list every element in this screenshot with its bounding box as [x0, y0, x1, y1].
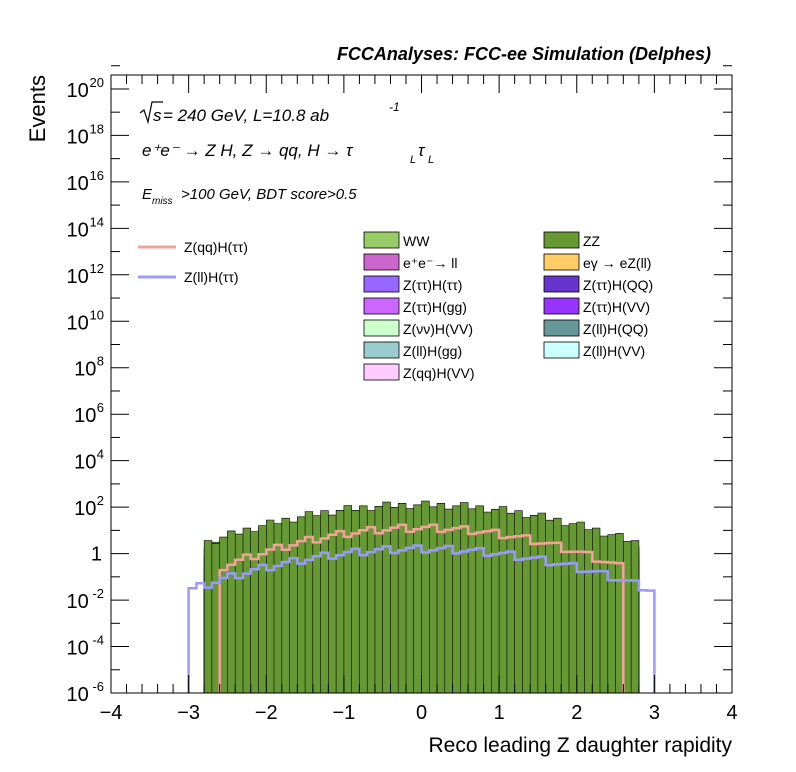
annotation-selection: E miss >100 GeV, BDT score>0.5 [142, 186, 357, 207]
signal-curve [187, 544, 656, 693]
legend-swatch [543, 341, 580, 359]
y-tick-label-exp: -6 [92, 679, 104, 694]
x-tick-label: −3 [177, 702, 200, 724]
y-tick-label: 10 [67, 219, 89, 241]
legend-label: Z(ττ)H(gg) [403, 299, 467, 315]
legend-swatch [363, 319, 400, 337]
legend-swatch [543, 275, 580, 293]
svg-text:L: L [428, 154, 434, 166]
y-tick-label: 10 [74, 405, 96, 427]
svg-text:= 240 GeV, L=10.8 ab: = 240 GeV, L=10.8 ab [163, 106, 329, 125]
legend-label: WW [403, 233, 430, 249]
y-tick-label: 10 [67, 684, 89, 706]
svg-text:e⁺e⁻ → Z H, Z → qq, H → τ: e⁺e⁻ → Z H, Z → qq, H → τ [142, 141, 354, 160]
y-tick-label: 10 [67, 173, 89, 195]
y-tick-label-exp: 10 [90, 307, 104, 322]
legend-label: Z(ll)H(gg) [403, 343, 462, 359]
x-tick-label: −4 [100, 702, 123, 724]
x-tick-label: 0 [416, 702, 427, 724]
y-tick-label-exp: 12 [90, 261, 104, 276]
svg-text:miss: miss [152, 196, 173, 207]
annotation-energy: s = 240 GeV, L=10.8 ab -1 [139, 100, 400, 125]
legend-label: e⁺e⁻→ ll [403, 255, 457, 271]
y-tick-label-exp: 8 [97, 354, 104, 369]
legend-swatch [363, 363, 400, 381]
legend-label: Z(ττ)H(VV) [583, 299, 650, 315]
y-tick-label: 10 [74, 498, 96, 520]
legend-label: Z(ll)H(VV) [583, 343, 645, 359]
svg-text:τ: τ [418, 141, 426, 160]
y-tick-label-exp: 4 [97, 447, 104, 462]
legend-label: Z(qq)H(VV) [403, 365, 475, 381]
y-tick-label-exp: 2 [97, 493, 104, 508]
legend-swatch [543, 253, 580, 271]
svg-text:E: E [142, 186, 153, 203]
stack-series [203, 500, 640, 694]
annotation-process: e⁺e⁻ → Z H, Z → qq, H → τ L τ L [142, 141, 434, 166]
y-tick-label: 10 [67, 312, 89, 334]
signal-curves [187, 523, 656, 693]
legend-label: Z(ττ)H(QQ) [583, 277, 653, 293]
legend-label: Z(νν)H(VV) [403, 321, 473, 337]
legend-swatch [363, 253, 400, 271]
chart-title: FCCAnalyses: FCC-ee Simulation (Delphes) [337, 44, 711, 64]
legend-swatch [363, 297, 400, 315]
legend-swatch [543, 319, 580, 337]
legend-label: Z(ττ)H(ττ) [403, 277, 462, 293]
svg-text:L: L [410, 154, 416, 166]
legend-swatch [363, 341, 400, 359]
signal-curve [218, 523, 625, 693]
legend-label: Z(ll)H(QQ) [583, 321, 648, 337]
legend-signal-label: Z(qq)H(ττ) [184, 239, 248, 255]
x-tick-label: 4 [726, 702, 737, 724]
y-tick-label: 10 [67, 80, 89, 102]
x-tick-label: −2 [255, 702, 278, 724]
legend-signal-label: Z(ll)H(ττ) [184, 269, 239, 285]
legend-label: ZZ [583, 233, 601, 249]
axis-ticks: −4 −3 −2 −1 0 1 2 3 4-610-410-210121041061081010… [67, 65, 738, 724]
legend-swatch [543, 231, 580, 249]
y-tick-label-exp: 16 [90, 168, 104, 183]
x-tick-label: −1 [332, 702, 355, 724]
y-tick-label: 10 [67, 266, 89, 288]
svg-text:>100 GeV, BDT score>0.5: >100 GeV, BDT score>0.5 [181, 186, 357, 203]
legend-label: eγ → eZ(ll) [583, 255, 651, 271]
y-tick-label: 10 [67, 126, 89, 148]
legend-swatch [543, 297, 580, 315]
y-tick-label-exp: 6 [97, 400, 104, 415]
y-tick-label-exp: -4 [92, 633, 104, 648]
y-axis-label: Events [25, 75, 50, 142]
y-tick-label-exp: 20 [90, 75, 104, 90]
legend-swatch [363, 275, 400, 293]
x-tick-label: 2 [571, 702, 582, 724]
legend-swatch [363, 231, 400, 249]
y-tick-label-exp: -2 [92, 586, 104, 601]
y-tick-label: 10 [67, 591, 89, 613]
svg-text:s: s [153, 106, 162, 125]
sqrt-icon [139, 101, 163, 125]
x-tick-label: 1 [494, 702, 505, 724]
svg-text:-1: -1 [389, 100, 400, 114]
y-tick-label: 10 [67, 638, 89, 660]
x-axis-label: Reco leading Z daughter rapidity [428, 734, 732, 757]
x-tick-label: 3 [649, 702, 660, 724]
legend-signal: Z(qq)H(ττ) Z(ll)H(ττ) [138, 239, 248, 285]
y-tick-label-exp: 14 [90, 214, 104, 229]
y-tick-label: 10 [74, 359, 96, 381]
y-tick-label-exp: 18 [90, 121, 104, 136]
y-tick-label: 1 [91, 544, 102, 566]
legend-background: WW ZZ e⁺e⁻→ ll eγ → eZ(ll) Z(ττ)H(ττ) Z(ττ)H(… [363, 231, 653, 381]
y-tick-label: 10 [74, 452, 96, 474]
